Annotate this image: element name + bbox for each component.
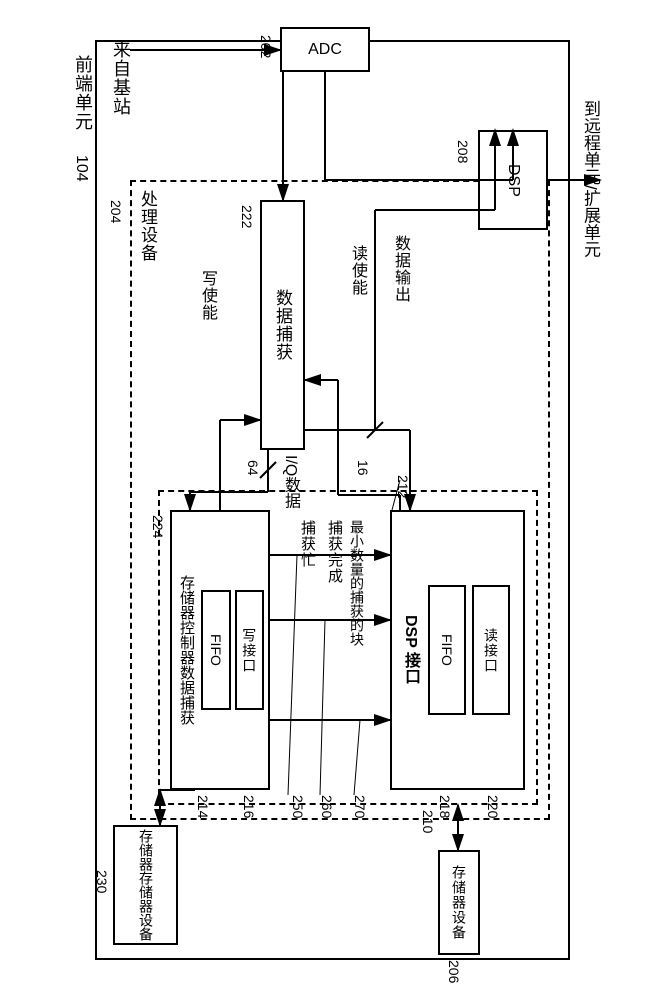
adc-text: ADC — [308, 41, 342, 59]
dsp-ref: 208 — [455, 140, 471, 163]
fifo2-text: FIFO — [439, 634, 455, 666]
fifo2-ref: 218 — [437, 795, 453, 818]
read-if-ref: 220 — [485, 795, 501, 818]
read-if-box: 读接口 — [472, 585, 510, 715]
read-if-text: 读接口 — [481, 628, 501, 673]
data-capture-ref: 222 — [239, 205, 255, 228]
processing-device-ref: 204 — [108, 200, 124, 223]
capture-done-label: 捕获完成 — [324, 520, 345, 584]
dsp-box: DSP — [478, 130, 548, 230]
write-enable-label: 写使能 — [195, 270, 219, 321]
data-capture-box: 数据捕获 — [260, 200, 305, 450]
adc-box: ADC — [280, 27, 370, 72]
dsp-text: DSP — [504, 164, 522, 197]
fifo2-box: FIFO — [428, 585, 466, 715]
front-end-unit-label: 前端单元 — [70, 55, 96, 131]
mem-dev-bottom-ref: 206 — [446, 960, 462, 983]
capture-done-ref: 260 — [319, 795, 335, 818]
to-remote-label: 到远程单元/扩展单元 — [580, 100, 600, 258]
fifo1-ref: 214 — [195, 795, 211, 818]
capture-busy-label: 捕获忙 — [297, 520, 318, 568]
bits16-label: 16 — [355, 460, 371, 476]
mem-dev-top-box: 存储器存储器设备 — [113, 825, 178, 945]
fifo1-box: FIFO — [201, 590, 231, 710]
read-enable-label: 读使能 — [345, 245, 369, 296]
adc-ref: 202 — [258, 35, 274, 58]
front-end-unit-ref: 104 — [72, 155, 90, 182]
dsp-if-box: DSP 接口 FIFO 读接口 — [390, 510, 525, 790]
from-base-station-label: 来自基站 — [108, 40, 134, 116]
processing-device-label: 处理设备 — [135, 190, 160, 262]
mem-ctrl-text: 存储器控制器数据捕获 — [176, 575, 197, 725]
mem-dev-top-text: 存储器存储器设备 — [138, 829, 153, 941]
mem-ctrl-ref: 224 — [150, 515, 166, 538]
write-if-text: 写接口 — [239, 628, 259, 673]
dsp-if-text: DSP 接口 — [398, 615, 422, 684]
mem-dev-bottom-box: 存储器设备 — [438, 850, 480, 955]
data-capture-text: 数据捕获 — [270, 289, 295, 361]
data-out-label: 数据输出 — [388, 235, 412, 303]
fifo1-text: FIFO — [208, 634, 224, 666]
mem-dev-bottom-text: 存储器设备 — [449, 865, 469, 940]
mem-dev-top-ref: 230 — [94, 870, 110, 893]
write-if-ref: 216 — [241, 795, 257, 818]
min-blocks-label: 最小数量的捕获的块 — [349, 520, 364, 646]
min-blocks-ref: 270 — [352, 795, 368, 818]
memory-interface-ref: 210 — [420, 810, 436, 833]
write-if-box: 写接口 — [235, 590, 265, 710]
dsp-if-ref: 212 — [395, 475, 411, 498]
mem-ctrl-box: 存储器控制器数据捕获 FIFO 写接口 — [170, 510, 270, 790]
bits64-label: 64 — [245, 460, 261, 476]
capture-busy-ref: 250 — [290, 795, 306, 818]
